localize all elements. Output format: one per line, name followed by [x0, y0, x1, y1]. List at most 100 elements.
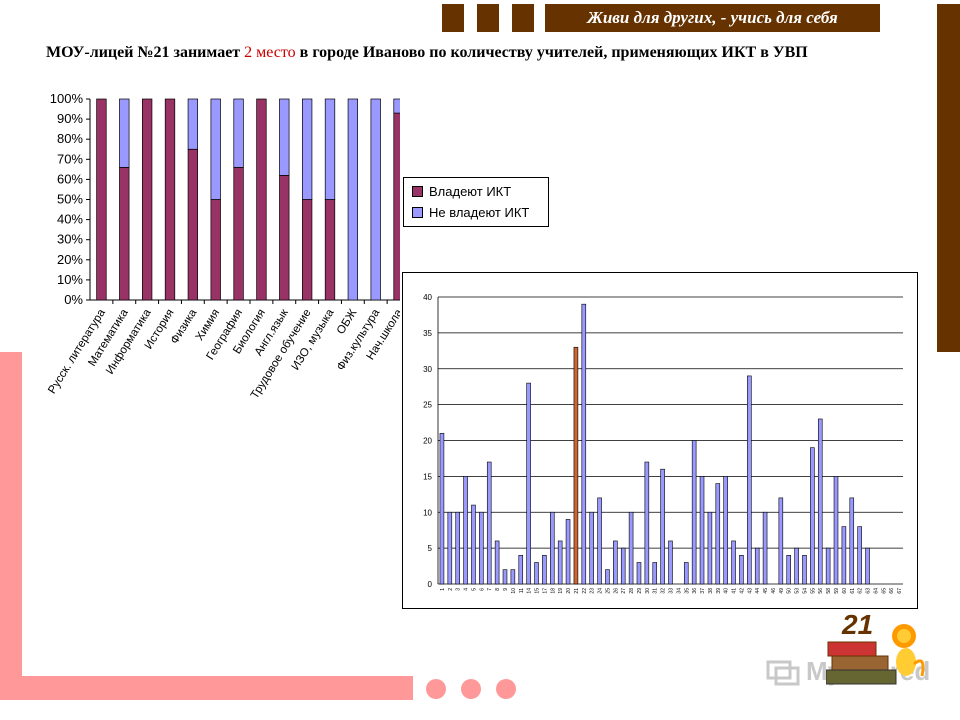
chart2-x-tick-label: 7 [487, 588, 493, 591]
chart2-bar [550, 511, 555, 585]
chart2-x-tick-label: 41 [732, 588, 738, 594]
chart2-bar [865, 547, 870, 585]
chart2-x-tick-label: 3 [456, 588, 462, 591]
chart2-x-tick-label: 43 [747, 588, 753, 594]
legend-item-owns: Владеют ИКТ [412, 184, 511, 200]
chart2-bar [581, 303, 587, 585]
chart2-y-tick-label: 20 [423, 437, 432, 446]
watermark-icon [766, 660, 800, 686]
chart1-y-tick-label: 80% [57, 131, 83, 146]
chart1-bar-owns [393, 112, 400, 301]
chart1-bar-not-owns [119, 98, 130, 168]
chart2-x-tick-label: 8 [495, 588, 501, 591]
chart2-bar [613, 540, 618, 585]
title-after: в городе Иваново по количеству учителей,… [295, 44, 808, 61]
chart2-bar [747, 375, 752, 585]
chart2-bar [723, 476, 728, 585]
chart2-x-tick-label: 33 [669, 588, 675, 594]
chart2-x-tick-label: 14 [527, 588, 533, 594]
chart2-x-tick-label: 28 [629, 588, 635, 594]
chart2-x-tick-label: 46 [771, 588, 777, 594]
chart2-x-tick-label: 67 [897, 588, 903, 594]
chart1-bar-not-owns [279, 98, 290, 176]
chart2-x-tick-label: 22 [582, 588, 588, 594]
chart1-bar-not-owns [393, 98, 400, 114]
chart1-bar-owns [233, 166, 244, 301]
right-brown-bar [937, 4, 960, 352]
chart2-bar [628, 511, 634, 585]
chart2-x-tick-label: 60 [842, 588, 848, 594]
chart2-x-tick-label: 32 [661, 588, 667, 594]
chart2-bar [518, 554, 524, 585]
chart1-y-tick-label: 70% [57, 151, 83, 166]
chart2-x-tick-label: 25 [605, 588, 611, 594]
chart2-x-tick-label: 40 [724, 588, 730, 594]
header-square-2 [477, 4, 499, 32]
chart2-bar [652, 562, 658, 585]
chart2-bar [636, 562, 642, 585]
legend-label-owns: Владеют ИКТ [429, 184, 512, 199]
chart1-y-tick-label: 10% [57, 272, 83, 287]
chart2-x-tick-label: 21 [574, 588, 580, 594]
chart2-x-tick-label: 36 [692, 588, 698, 594]
chart2-x-tick-label: 56 [818, 588, 824, 594]
header-square-3 [512, 4, 534, 32]
chart2-bar [691, 440, 697, 585]
title-highlight: 2 место [244, 44, 296, 61]
chart2-x-tick-label: 19 [558, 588, 564, 594]
chart2-bar [597, 497, 602, 585]
chart1-bar-owns [96, 98, 107, 301]
chart2-x-tick-label: 18 [550, 588, 556, 594]
chart2-x-tick-label: 35 [684, 588, 690, 594]
chart1-bar-owns [279, 175, 290, 301]
chart2-bar [510, 569, 516, 585]
chart2-bar [534, 562, 539, 585]
chart2-x-tick-label: 38 [708, 588, 714, 594]
chart2-bar [565, 519, 571, 585]
chart2-x-tick-label: 61 [850, 588, 856, 594]
chart2-y-tick-label: 35 [423, 329, 432, 338]
chart2-bar [455, 511, 460, 585]
chart1-bar-owns [141, 98, 153, 301]
chart2-bar [471, 504, 476, 585]
chart2-bar [810, 447, 815, 585]
bottom-pink-bar [0, 676, 413, 700]
chart2-bar [494, 540, 500, 585]
chart2-bar [644, 461, 650, 585]
chart2-bar [542, 554, 547, 585]
chart2-x-tick-label: 29 [637, 588, 643, 594]
chart2-bar [715, 483, 721, 585]
ict-share-by-subject-chart: 0%10%20%30%40%50%60%70%80%90%100%Русск. … [46, 91, 400, 401]
city-schools-chart-frame: 0 5 10 15 20 25 30 35 40 1 2 3 4 5 6 7 8 9 10 11 14 15 17 18 19 2… [402, 272, 918, 609]
legend-swatch-owns [412, 186, 423, 198]
chart2-x-tick-label: 24 [598, 588, 604, 594]
chart2-bar [825, 547, 831, 585]
lyceum-logo: 21 [826, 609, 925, 685]
chart2-y-tick-label: 15 [423, 472, 432, 481]
chart2-bar [526, 382, 531, 585]
chart2-x-tick-label: 63 [866, 588, 872, 594]
chart2-x-tick-label: 65 [881, 588, 887, 594]
chart2-x-tick-label: 64 [873, 588, 879, 594]
chart2-bar [731, 540, 736, 585]
pink-dot-1 [426, 679, 446, 699]
chart2-x-tick-label: 37 [700, 588, 706, 594]
chart2-x-tick-label: 1 [440, 588, 446, 591]
chart1-bar-not-owns [370, 98, 381, 301]
chart1-y-tick-label: 30% [57, 232, 83, 247]
chart2-x-tick-label: 27 [621, 588, 627, 594]
chart2-bar [833, 476, 839, 585]
legend-swatch-not-owns [412, 207, 423, 219]
chart1-bar-not-owns [210, 98, 221, 200]
chart2-bar-highlight [573, 346, 579, 585]
chart2-bar [778, 497, 784, 585]
chart2-y-tick-label: 30 [423, 365, 432, 374]
legend-item-not-owns: Не владеют ИКТ [412, 205, 529, 221]
chart2-x-tick-label: 9 [503, 588, 509, 591]
chart2-bar [620, 547, 626, 585]
chart2-x-tick-label: 11 [519, 588, 525, 593]
chart2-x-tick-label: 62 [858, 588, 864, 594]
chart2-x-tick-label: 42 [739, 588, 745, 594]
chart2-bar [754, 547, 760, 585]
chart1-bar-owns [324, 199, 336, 301]
